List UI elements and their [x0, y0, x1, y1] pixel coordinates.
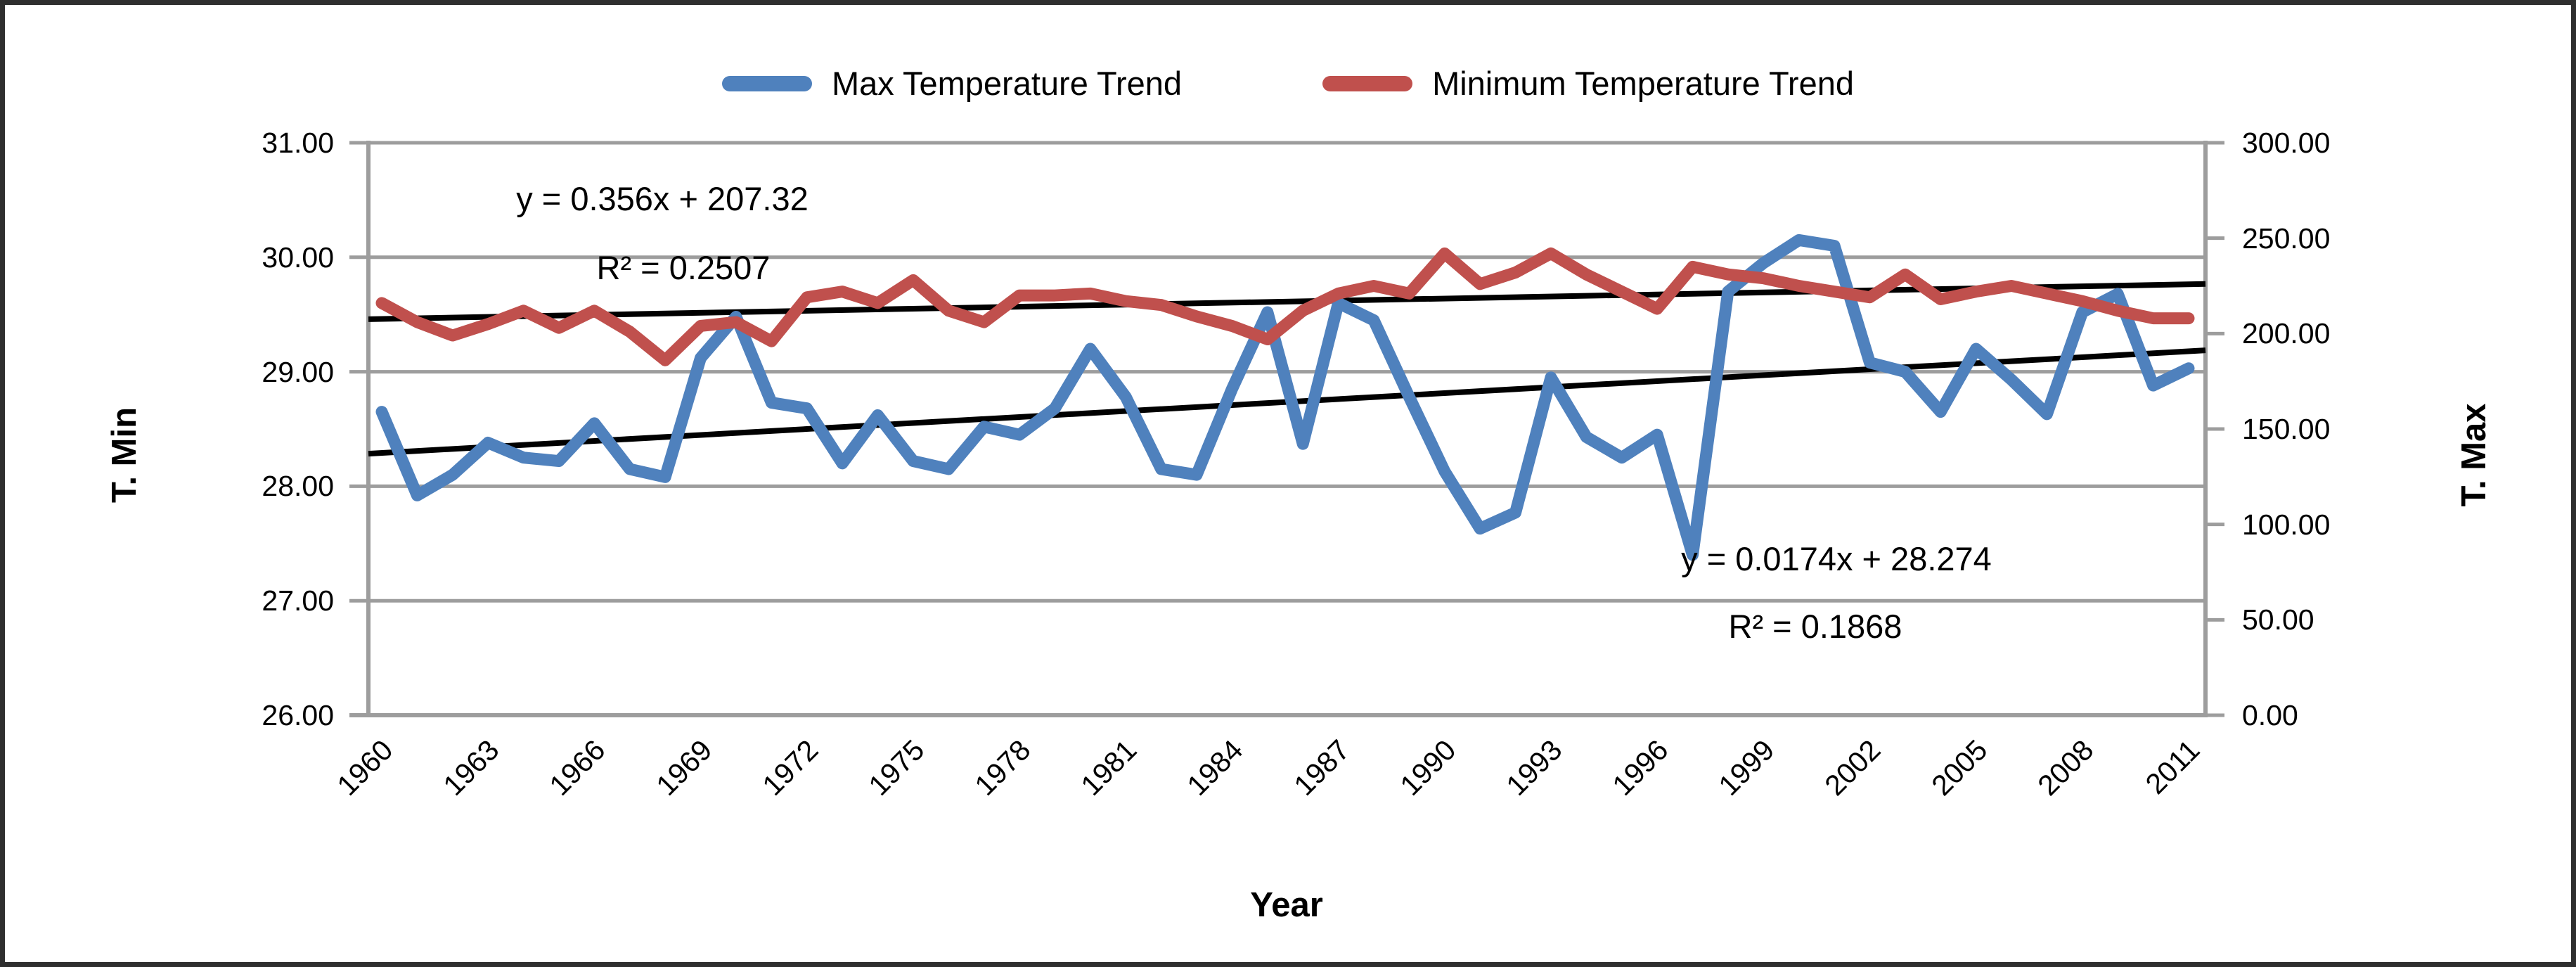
legend-label-minimum-temperature: Minimum Temperature Trend	[1432, 65, 1854, 102]
x-axis-title: Year	[1250, 886, 1323, 924]
trendline-r2-minimum: R² = 0.2507	[596, 249, 771, 286]
legend-swatch-max-temperature-icon	[721, 75, 812, 91]
chart-canvas	[349, 141, 2224, 717]
legend-item-max-temperature: Max Temperature Trend	[721, 64, 1183, 103]
series-minimum-temperature-trend	[375, 247, 2195, 366]
right-axis-tick-label: 100.00	[2242, 508, 2331, 541]
left-axis-tick-label: 27.00	[262, 584, 334, 617]
right-axis-tick-label: 200.00	[2242, 317, 2331, 350]
legend-item-minimum-temperature: Minimum Temperature Trend	[1322, 64, 1854, 103]
series-max-temperature-trend	[375, 233, 2195, 561]
right-axis-tick-label: 250.00	[2242, 222, 2331, 255]
right-axis-tick-label: 0.00	[2242, 699, 2298, 731]
trendline	[368, 281, 2206, 322]
right-axis-tick-label: 150.00	[2242, 413, 2331, 445]
y-axis-title-right: T. Max	[2455, 403, 2493, 507]
right-axis-tick-label: 50.00	[2242, 603, 2314, 636]
left-axis-tick-label: 30.00	[262, 241, 334, 274]
chart-legend: Max Temperature Trend Minimum Temperatur…	[5, 64, 2571, 103]
right-axis-tick-label: 300.00	[2242, 127, 2331, 159]
trendline-equation-minimum: y = 0.356x + 207.32	[516, 180, 809, 217]
left-axis-tick-label: 29.00	[262, 355, 334, 388]
y-axis-title-left: T. Min	[105, 406, 143, 504]
trendline-equation-max: y = 0.0174x + 28.274	[1681, 540, 1992, 577]
trendline-r2-max: R² = 0.1868	[1728, 608, 1902, 645]
legend-swatch-minimum-temperature-icon	[1322, 75, 1413, 91]
legend-label-max-temperature: Max Temperature Trend	[831, 65, 1183, 102]
left-axis-tick-label: 28.00	[262, 470, 334, 503]
left-axis-tick-label: 31.00	[262, 127, 334, 159]
left-axis-tick-label: 26.00	[262, 699, 334, 731]
